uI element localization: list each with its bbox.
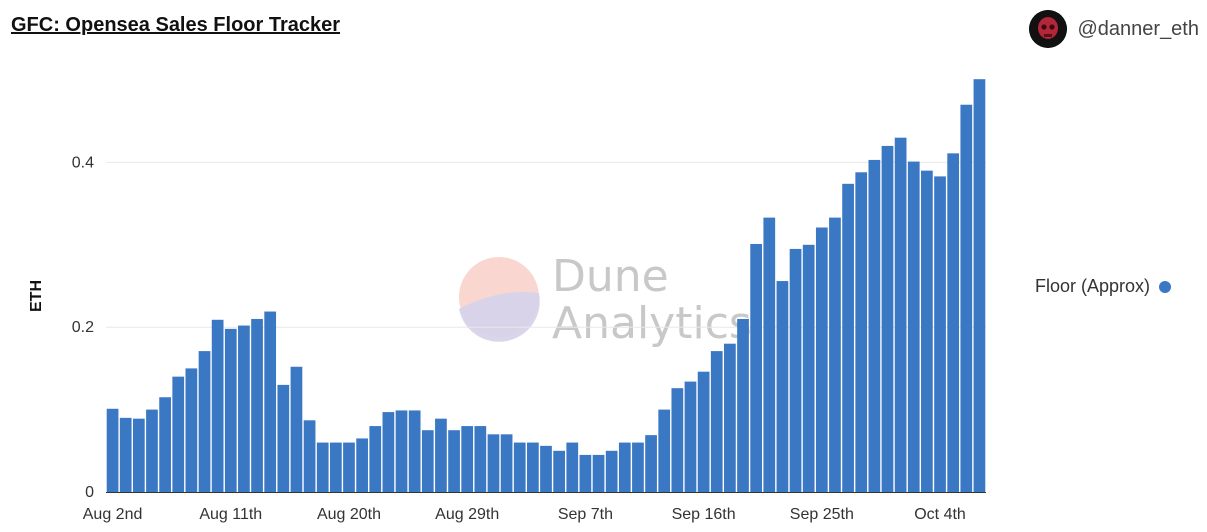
bar (513, 442, 526, 492)
bar (277, 384, 290, 492)
bar (224, 328, 237, 492)
bar (855, 172, 868, 492)
x-tick-label: Sep 25th (790, 506, 854, 523)
bar (737, 318, 749, 492)
bar (132, 418, 145, 492)
bar (947, 153, 960, 492)
bar (474, 426, 487, 492)
bar (921, 170, 933, 492)
bar (290, 366, 303, 492)
bar (369, 426, 382, 492)
bar (356, 438, 368, 492)
bar (211, 319, 224, 492)
watermark-line2: Analytics (552, 298, 752, 349)
x-tick-label: Aug 29th (435, 506, 499, 523)
bar (776, 281, 789, 492)
y-tick-label: 0.2 (72, 319, 94, 336)
bar-series (106, 79, 986, 493)
legend-label: Floor (Approx) (1035, 276, 1151, 296)
bar (146, 409, 158, 492)
bar (461, 426, 474, 492)
bar (605, 450, 618, 492)
bar (421, 430, 434, 492)
bar (829, 217, 841, 492)
author-name: @danner_eth (1077, 17, 1199, 40)
watermark-line1: Dune (552, 251, 669, 302)
legend-dot-icon (1159, 280, 1172, 293)
x-tick-label: Oct 4th (914, 506, 966, 523)
bar (251, 318, 263, 492)
bar (671, 388, 684, 492)
bar (881, 145, 894, 493)
bar (500, 434, 513, 492)
bar (934, 176, 946, 492)
author-badge[interactable]: @danner_eth (1029, 10, 1199, 48)
x-tick-label: Sep 16th (672, 506, 736, 523)
x-axis-ticks: Aug 2nd Aug 11th Aug 20th Aug 29th Sep 7th Se… (83, 506, 966, 523)
bar (710, 351, 723, 492)
bar (592, 454, 605, 492)
bar (907, 161, 920, 493)
bar (789, 248, 802, 492)
bar (264, 311, 277, 492)
bar (540, 445, 552, 492)
bar (119, 417, 132, 492)
bar (316, 442, 329, 492)
bar (238, 325, 250, 492)
bar (724, 343, 736, 492)
bar (645, 435, 657, 492)
x-tick-label: Aug 20th (317, 506, 381, 523)
bar (329, 442, 342, 492)
bar (159, 397, 171, 492)
bar (960, 104, 973, 492)
chart-title: GFC: Opensea Sales Floor Tracker (11, 14, 341, 36)
grid-lines (106, 161, 986, 328)
bar (487, 434, 500, 492)
bar (106, 408, 119, 492)
y-tick-label: 0.4 (72, 154, 94, 171)
bar (343, 442, 355, 492)
y-axis-ticks: 0 0.2 0.4 (72, 154, 94, 501)
x-tick-label: Aug 11th (199, 506, 262, 523)
x-tick-label: Aug 2nd (83, 506, 143, 523)
bar (973, 79, 986, 493)
bar (750, 243, 763, 492)
bar (763, 217, 776, 492)
y-tick-label: 0 (85, 484, 94, 501)
bar (435, 418, 447, 492)
bar (815, 227, 828, 492)
bar (448, 430, 460, 492)
bar (172, 376, 185, 492)
bar (802, 244, 815, 492)
bar (566, 442, 579, 492)
bar (658, 409, 671, 492)
bar (198, 351, 211, 492)
bar (868, 159, 881, 493)
bar (618, 442, 631, 492)
bar (185, 368, 198, 492)
bar (684, 381, 697, 492)
bar (697, 371, 710, 492)
bar (842, 183, 854, 492)
bar (894, 137, 907, 492)
bar (395, 410, 408, 492)
bar (408, 410, 421, 492)
bar (579, 454, 592, 492)
bar (303, 420, 316, 492)
bar (526, 442, 539, 492)
legend[interactable]: Floor (Approx) (1035, 276, 1172, 297)
dune-watermark: Dune Analytics (459, 251, 752, 349)
bar (632, 442, 644, 492)
bar (553, 450, 566, 492)
x-tick-label: Sep 7th (558, 506, 613, 523)
skull-avatar-icon (1029, 10, 1068, 48)
bar (382, 412, 395, 492)
